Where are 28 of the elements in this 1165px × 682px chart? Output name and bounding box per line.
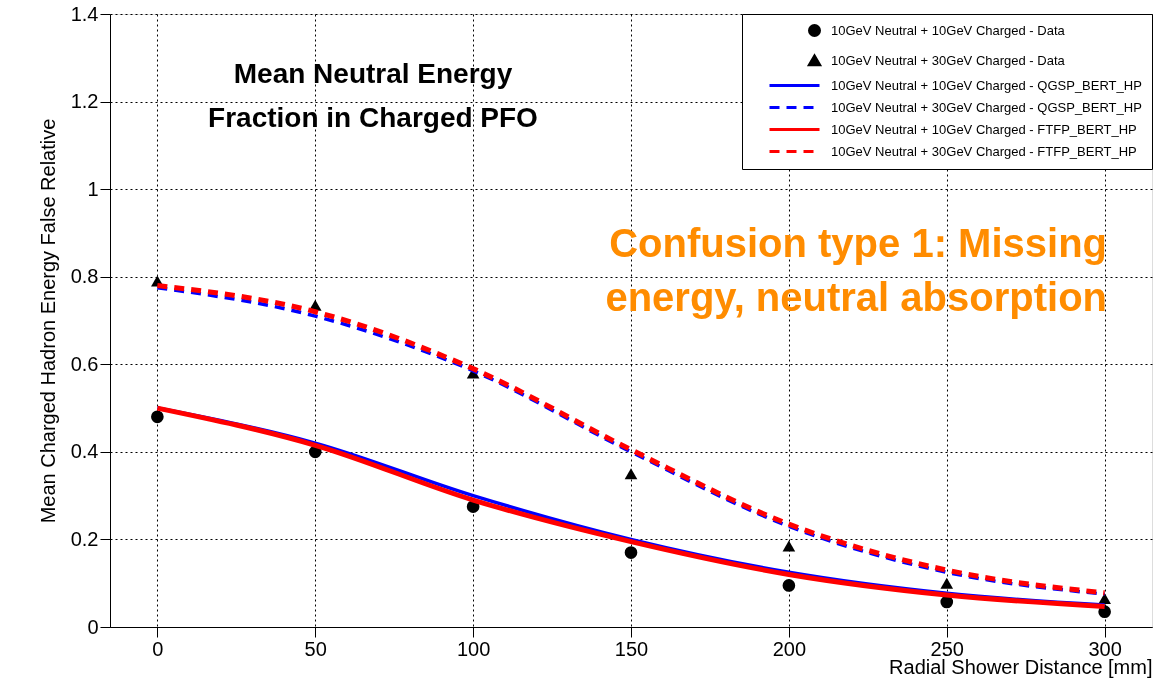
point [624,468,638,480]
point [624,546,638,559]
y-tick-label: 0.8 [70,265,99,288]
legend-label: 10GeV Neutral + 10GeV Charged - Data [831,22,1066,38]
legend-label: 10GeV Neutral + 30GeV Charged - Data [831,52,1066,68]
annotation: Confusion type 1: Missing energy, neutral absorption [605,221,1107,319]
point [151,410,164,424]
y-tick-label: 1.2 [70,90,99,113]
y-axis-title: Mean Charged Hadron Energy False Relative [36,118,59,524]
y-tick-label: 0.2 [70,527,99,550]
legend-label: 10GeV Neutral + 10GeV Charged - QGSP_BERT_HP [831,77,1142,93]
text: Mean Neutral Energy Fraction in Charged PFO [208,58,538,133]
point [782,540,796,552]
y-tick-label: 0 [87,615,99,638]
point [782,579,796,592]
x-tick-label: 50 [304,637,327,660]
y-tick-label: 0.6 [70,352,99,375]
legend-label: 10GeV Neutral + 30GeV Charged - FTFP_BERT_HP [831,143,1137,159]
point [940,577,954,589]
legend-label: 10GeV Neutral + 10GeV Charged - FTFP_BERT_HP [831,121,1137,137]
x-tick-label: 100 [456,637,491,660]
x-tick-label: 200 [772,637,807,660]
x-tick-label: 0 [152,637,164,660]
x-tick-label: 150 [614,637,649,660]
y-tick-label: 0.4 [70,440,99,463]
y-tick-label: 1.4 [70,2,99,25]
y-tick-label: 1 [87,177,99,200]
legend-label: 10GeV Neutral + 30GeV Charged - QGSP_BERT_HP [831,99,1142,115]
